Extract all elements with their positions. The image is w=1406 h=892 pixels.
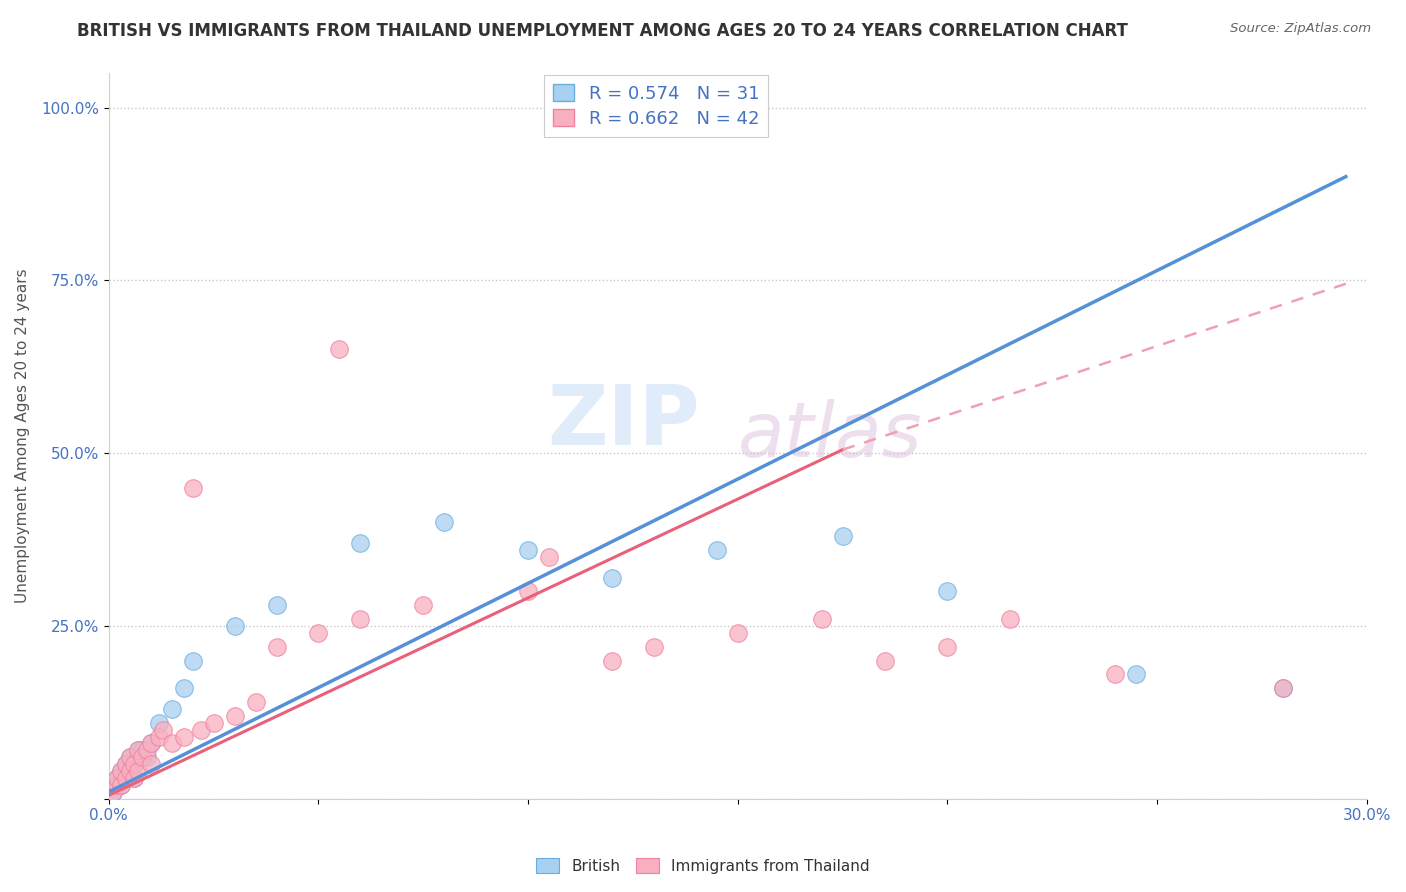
- Point: [114, 771, 136, 785]
- Point: [127, 743, 149, 757]
- Text: BRITISH VS IMMIGRANTS FROM THAILAND UNEMPLOYMENT AMONG AGES 20 TO 24 YEARS CORRE: BRITISH VS IMMIGRANTS FROM THAILAND UNEM…: [77, 22, 1128, 40]
- Point: [139, 736, 162, 750]
- Point: [190, 723, 212, 737]
- Point: [600, 653, 623, 667]
- Point: [105, 778, 128, 792]
- Point: [873, 653, 896, 667]
- Point: [1104, 667, 1126, 681]
- Point: [1000, 612, 1022, 626]
- Point: [349, 612, 371, 626]
- Point: [118, 750, 141, 764]
- Point: [118, 764, 141, 778]
- Point: [118, 764, 141, 778]
- Point: [114, 771, 136, 785]
- Point: [122, 771, 145, 785]
- Point: [110, 764, 132, 778]
- Point: [308, 625, 330, 640]
- Point: [202, 715, 225, 730]
- Text: ZIP: ZIP: [547, 381, 700, 462]
- Point: [831, 529, 853, 543]
- Text: Source: ZipAtlas.com: Source: ZipAtlas.com: [1230, 22, 1371, 36]
- Point: [173, 730, 195, 744]
- Point: [1271, 681, 1294, 695]
- Point: [105, 778, 128, 792]
- Point: [114, 757, 136, 772]
- Point: [181, 653, 204, 667]
- Point: [131, 743, 153, 757]
- Point: [135, 743, 157, 757]
- Point: [139, 736, 162, 750]
- Point: [148, 715, 170, 730]
- Point: [101, 785, 124, 799]
- Point: [122, 757, 145, 772]
- Point: [105, 771, 128, 785]
- Point: [135, 750, 157, 764]
- Point: [433, 516, 456, 530]
- Point: [127, 750, 149, 764]
- Point: [936, 584, 959, 599]
- Point: [643, 640, 665, 654]
- Text: atlas: atlas: [738, 399, 922, 473]
- Point: [127, 743, 149, 757]
- Point: [173, 681, 195, 695]
- Point: [118, 750, 141, 764]
- Point: [152, 723, 174, 737]
- Point: [600, 570, 623, 584]
- Point: [148, 730, 170, 744]
- Point: [224, 619, 246, 633]
- Point: [328, 343, 350, 357]
- Legend: British, Immigrants from Thailand: British, Immigrants from Thailand: [530, 852, 876, 880]
- Point: [727, 625, 749, 640]
- Point: [266, 598, 288, 612]
- Point: [1271, 681, 1294, 695]
- Point: [114, 757, 136, 772]
- Point: [936, 640, 959, 654]
- Point: [349, 536, 371, 550]
- Point: [517, 584, 540, 599]
- Point: [706, 543, 728, 558]
- Point: [131, 750, 153, 764]
- Point: [122, 757, 145, 772]
- Point: [139, 757, 162, 772]
- Point: [538, 549, 561, 564]
- Point: [245, 695, 267, 709]
- Point: [101, 785, 124, 799]
- Point: [266, 640, 288, 654]
- Point: [160, 702, 183, 716]
- Point: [110, 778, 132, 792]
- Point: [160, 736, 183, 750]
- Point: [110, 764, 132, 778]
- Point: [122, 771, 145, 785]
- Point: [105, 771, 128, 785]
- Point: [224, 708, 246, 723]
- Point: [412, 598, 434, 612]
- Point: [127, 764, 149, 778]
- Legend: R = 0.574   N = 31, R = 0.662   N = 42: R = 0.574 N = 31, R = 0.662 N = 42: [544, 75, 769, 136]
- Point: [810, 612, 832, 626]
- Y-axis label: Unemployment Among Ages 20 to 24 years: Unemployment Among Ages 20 to 24 years: [15, 268, 30, 603]
- Point: [110, 778, 132, 792]
- Point: [1125, 667, 1147, 681]
- Point: [517, 543, 540, 558]
- Point: [181, 481, 204, 495]
